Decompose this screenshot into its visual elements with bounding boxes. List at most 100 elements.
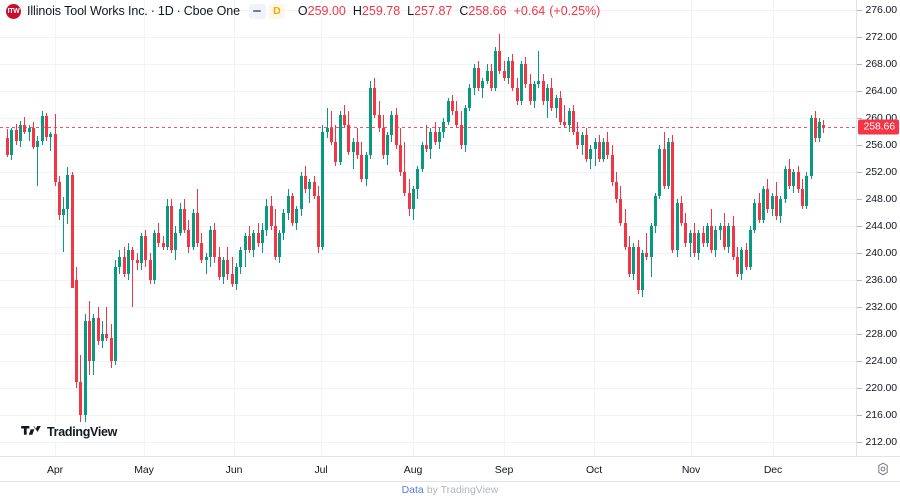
candle-body — [209, 229, 213, 257]
candle-body — [736, 256, 740, 274]
candle-body — [364, 155, 368, 180]
candle-body — [347, 124, 351, 152]
candle-wick — [309, 179, 311, 203]
ohlc-close: C258.66 — [459, 4, 506, 18]
candle-body — [701, 233, 705, 244]
candle-body — [342, 114, 346, 125]
candle-body — [139, 236, 143, 264]
candle-wick — [482, 77, 484, 98]
gridline-horizontal — [0, 10, 856, 11]
candle-body — [360, 155, 364, 180]
candle-body — [628, 246, 632, 274]
price-axis-label: 236.00 — [865, 274, 897, 287]
candle-body — [744, 249, 748, 267]
candle-body — [213, 229, 217, 257]
candle-body — [161, 243, 165, 247]
chart-plot-area[interactable] — [0, 0, 856, 456]
candle-body — [265, 206, 269, 230]
candle-wick — [689, 229, 691, 257]
candle-body — [662, 148, 666, 186]
candle-body — [407, 192, 411, 210]
candle-body — [753, 202, 757, 230]
candle-body — [403, 172, 407, 193]
gear-settings-icon[interactable] — [876, 462, 890, 476]
candle-body — [334, 141, 338, 163]
candle-body — [774, 195, 778, 217]
data-link[interactable]: Data — [401, 484, 424, 496]
candle-body — [666, 141, 670, 186]
gridline-horizontal — [0, 334, 856, 335]
candle-body — [381, 128, 385, 156]
candle-body — [187, 229, 191, 247]
symbol-title[interactable]: Illinois Tool Works Inc. · 1D · Cboe One — [27, 4, 240, 18]
candle-body — [541, 81, 545, 102]
candle-wick — [404, 141, 406, 196]
candle-body — [787, 168, 791, 186]
price-axis-tick — [857, 388, 862, 389]
candle-body — [558, 97, 562, 122]
tradingview-logo[interactable]: TradingView — [14, 422, 127, 442]
candle-body — [593, 141, 597, 149]
tradingview-mark-icon — [21, 426, 41, 435]
price-change: +0.64 — [513, 4, 546, 18]
candle-body — [546, 87, 549, 102]
price-axis-label: 268.00 — [865, 58, 897, 71]
price-axis-label: 212.00 — [865, 436, 897, 449]
time-axis-label: May — [134, 464, 154, 476]
candle-body — [269, 206, 273, 227]
candle-body — [528, 84, 532, 102]
chart-style-icon[interactable] — [248, 3, 266, 19]
candle-body — [312, 182, 316, 196]
price-axis[interactable]: 276.00 272.00 268.00 264.00 260.00 256.00 252.… — [856, 0, 900, 456]
candle-body — [567, 111, 571, 125]
candle-body — [286, 195, 290, 213]
time-axis-label: Aug — [403, 464, 423, 476]
candle-body — [109, 337, 113, 362]
candle-body — [252, 233, 256, 250]
candle-body — [49, 134, 53, 138]
candle-body — [507, 60, 511, 78]
candle-body — [740, 249, 744, 274]
candle-body — [36, 141, 40, 147]
price-axis-label: 272.00 — [865, 31, 897, 44]
candle-wick — [646, 233, 648, 261]
candle-body — [183, 209, 187, 230]
price-axis-tick — [857, 91, 862, 92]
gridline-vertical — [144, 0, 145, 456]
time-axis[interactable]: Apr May Jun Jul Aug Sep Oct Nov Dec — [0, 456, 900, 482]
candle-wick — [244, 233, 246, 267]
price-axis-label: 240.00 — [865, 247, 897, 260]
candle-body — [481, 81, 485, 88]
candle-body — [822, 124, 826, 128]
candle-body — [122, 256, 126, 274]
candle-body — [191, 212, 195, 247]
candle-body — [157, 233, 161, 244]
price-axis-label: 224.00 — [865, 355, 897, 368]
candle-body — [239, 249, 243, 267]
candle-body — [602, 141, 606, 159]
ohlc-high-value: 259.78 — [361, 4, 401, 18]
candle-body — [433, 131, 437, 142]
candle-body — [550, 87, 554, 109]
interval-badge[interactable]: D — [268, 3, 285, 19]
candle-body — [446, 101, 450, 122]
candle-body — [632, 246, 636, 274]
candle-wick — [106, 307, 108, 342]
candle-wick — [50, 131, 52, 151]
candle-body — [766, 189, 770, 210]
candle-body — [494, 50, 498, 88]
candle-body — [688, 233, 692, 244]
candle-body — [524, 64, 528, 85]
candle-body — [114, 266, 117, 362]
gridline-vertical — [594, 0, 595, 456]
price-axis-label: 248.00 — [865, 193, 897, 206]
candle-body — [597, 141, 601, 159]
time-axis-label: Sep — [494, 464, 514, 476]
candle-body — [351, 141, 355, 152]
ohlc-low-value: 257.87 — [414, 4, 453, 18]
ohlc-close-value: 258.66 — [468, 4, 507, 18]
candle-body — [619, 199, 623, 223]
candle-body — [308, 182, 312, 190]
symbol-logo-icon: ITW — [6, 3, 21, 19]
candle-body — [295, 209, 299, 223]
